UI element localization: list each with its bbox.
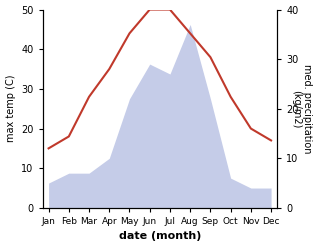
Y-axis label: med. precipitation
(kg/m2): med. precipitation (kg/m2) (291, 64, 313, 153)
X-axis label: date (month): date (month) (119, 231, 201, 242)
Y-axis label: max temp (C): max temp (C) (5, 75, 16, 143)
